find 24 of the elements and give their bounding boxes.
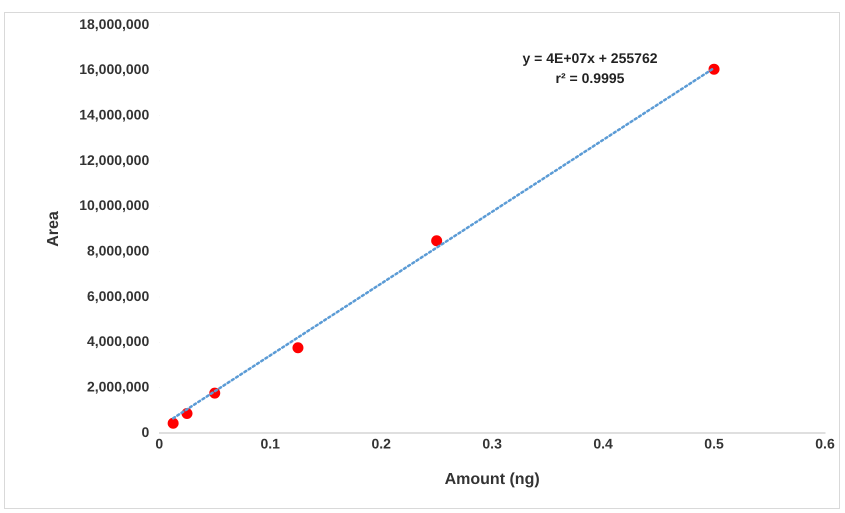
x-tick-label: 0.2 bbox=[371, 435, 392, 452]
y-tick-label: 14,000,000 bbox=[79, 106, 150, 123]
y-tick-label: 6,000,000 bbox=[86, 288, 150, 304]
x-axis-title: Amount (ng) bbox=[444, 470, 540, 488]
point bbox=[168, 418, 179, 429]
x-tick-label: 0.6 bbox=[815, 435, 835, 452]
y-tick-label: 16,000,000 bbox=[79, 61, 150, 78]
y-tick-label: 18,000,000 bbox=[79, 16, 150, 32]
x-tick-label: 0.5 bbox=[704, 435, 724, 452]
x-tick-label: 0.1 bbox=[260, 435, 280, 452]
y-tick-label: 4,000,000 bbox=[86, 333, 150, 350]
x-tick-label: 0.3 bbox=[482, 435, 502, 452]
point bbox=[431, 235, 442, 246]
y-axis-title: Area bbox=[45, 211, 62, 247]
y-tick-label: 10,000,000 bbox=[79, 197, 150, 214]
annotation: r² = 0.9995 bbox=[554, 69, 626, 88]
y-tick-label: 12,000,000 bbox=[79, 152, 150, 168]
point bbox=[292, 342, 304, 354]
annotation: y = 4E+07x + 255762 bbox=[521, 49, 659, 68]
y-tick-label: 8,000,000 bbox=[86, 242, 150, 259]
y-tick-label: 2,000,000 bbox=[86, 378, 150, 395]
y-tick-label: 0 bbox=[141, 424, 150, 440]
x-tick-label: 0.4 bbox=[593, 435, 614, 452]
x-tick-label: 0 bbox=[155, 435, 164, 452]
